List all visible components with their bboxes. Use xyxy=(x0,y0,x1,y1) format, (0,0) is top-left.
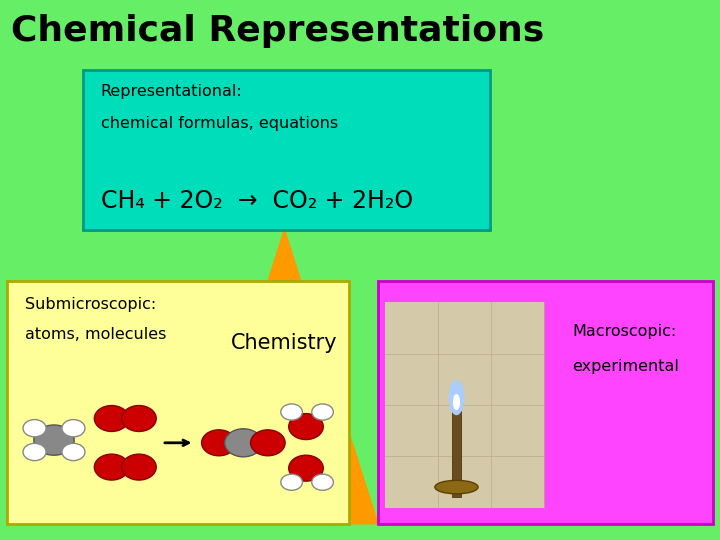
FancyBboxPatch shape xyxy=(385,302,544,508)
Text: Chemical Representations: Chemical Representations xyxy=(11,14,544,48)
Ellipse shape xyxy=(449,380,464,415)
Ellipse shape xyxy=(453,394,460,410)
Polygon shape xyxy=(191,230,378,524)
FancyBboxPatch shape xyxy=(7,281,349,524)
Circle shape xyxy=(62,443,85,461)
Circle shape xyxy=(251,430,285,456)
Circle shape xyxy=(34,425,74,455)
Text: Submicroscopic:: Submicroscopic: xyxy=(25,297,156,312)
Circle shape xyxy=(122,406,156,431)
Circle shape xyxy=(23,443,46,461)
Circle shape xyxy=(94,454,129,480)
Circle shape xyxy=(289,414,323,440)
Circle shape xyxy=(94,406,129,431)
Text: Chemistry: Chemistry xyxy=(231,333,338,353)
Circle shape xyxy=(312,474,333,490)
FancyBboxPatch shape xyxy=(378,281,713,524)
Text: experimental: experimental xyxy=(572,359,679,374)
Ellipse shape xyxy=(435,481,478,494)
Circle shape xyxy=(23,420,46,437)
Text: Macroscopic:: Macroscopic: xyxy=(572,324,677,339)
Text: CH₄ + 2O₂  →  CO₂ + 2H₂O: CH₄ + 2O₂ → CO₂ + 2H₂O xyxy=(101,190,413,213)
Circle shape xyxy=(122,454,156,480)
Circle shape xyxy=(62,420,85,437)
Circle shape xyxy=(225,429,262,457)
Circle shape xyxy=(289,455,323,481)
Circle shape xyxy=(281,474,302,490)
Text: Representational:: Representational: xyxy=(101,84,243,99)
Text: atoms, molecules: atoms, molecules xyxy=(25,327,166,342)
Circle shape xyxy=(312,404,333,420)
Text: chemical formulas, equations: chemical formulas, equations xyxy=(101,116,338,131)
Circle shape xyxy=(281,404,302,420)
Circle shape xyxy=(202,430,236,456)
FancyBboxPatch shape xyxy=(452,411,461,497)
FancyBboxPatch shape xyxy=(83,70,490,230)
